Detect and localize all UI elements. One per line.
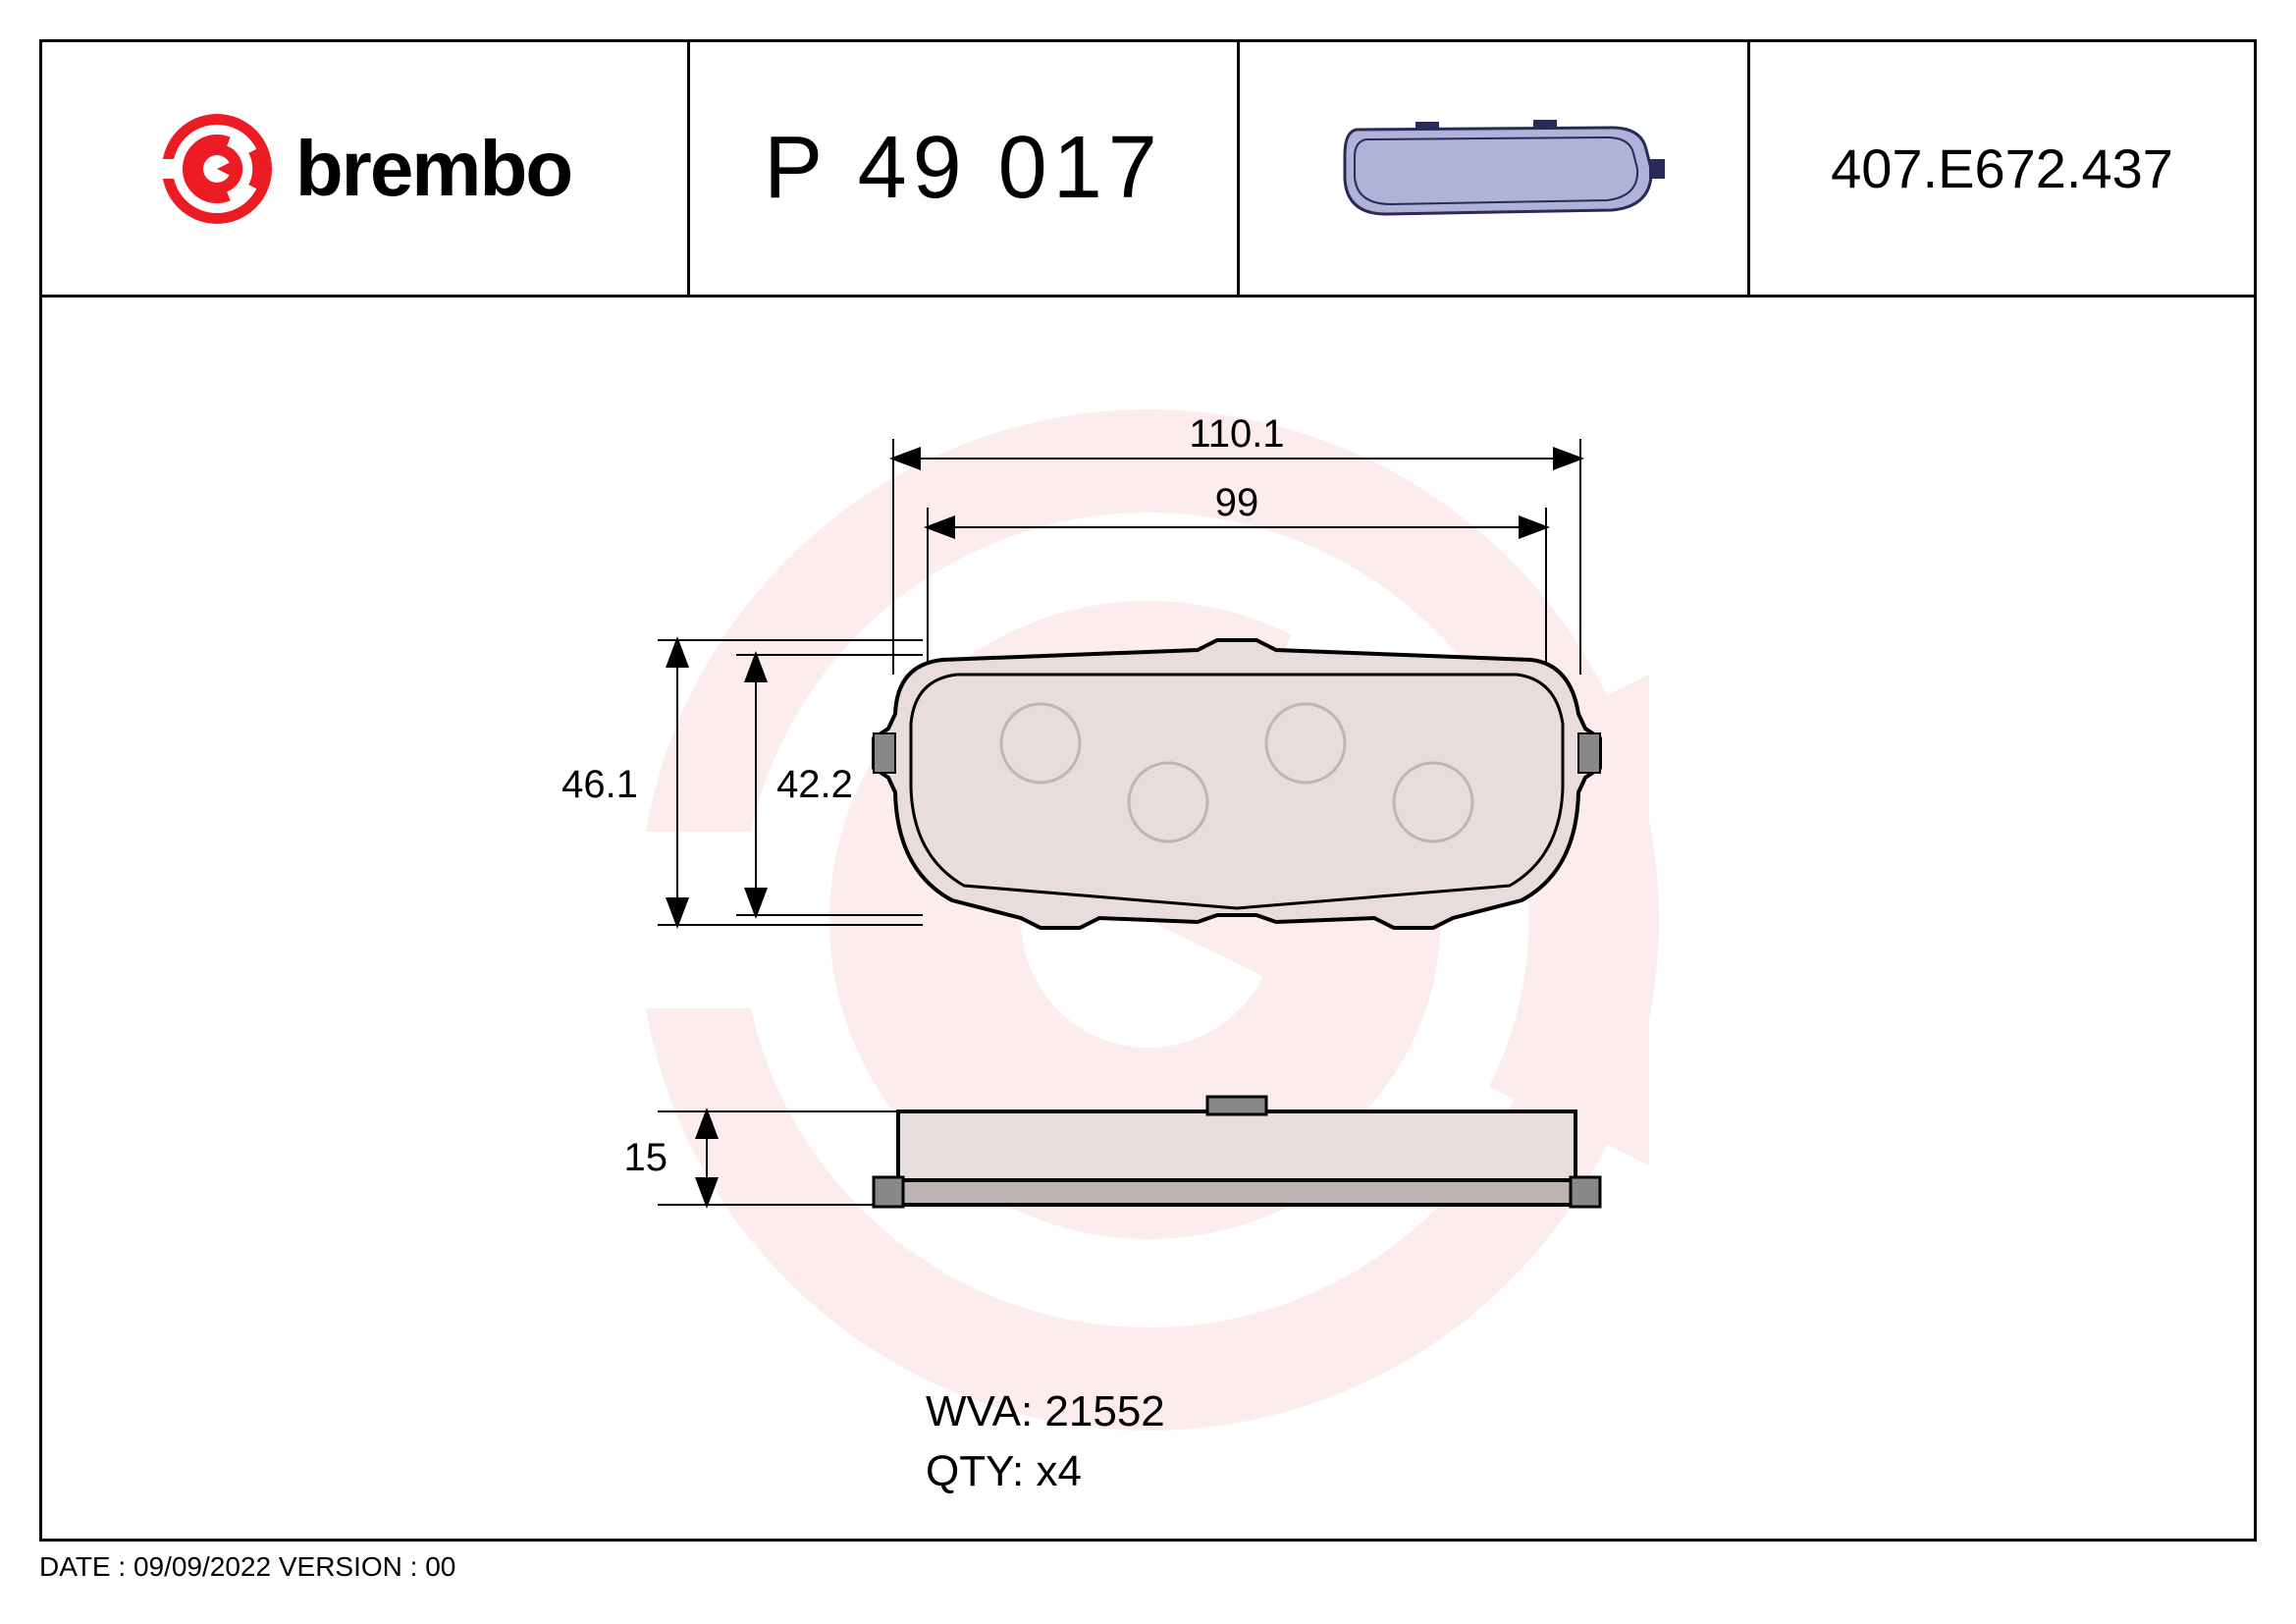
header-row: brembo P 49 017 407.E672.437 — [42, 42, 2254, 298]
page: brembo P 49 017 407.E672.437 — [0, 0, 2296, 1624]
date-value: 09/09/2022 — [133, 1551, 271, 1582]
dim-height-inner: 42.2 — [776, 763, 853, 806]
header-cell-reference: 407.E672.437 — [1750, 42, 2254, 295]
wva-value: 21552 — [1044, 1387, 1164, 1435]
wva-line: WVA: 21552 — [926, 1381, 1165, 1442]
header-cell-part-number: P 49 017 — [690, 42, 1240, 295]
footer-info: WVA: 21552 QTY: x4 — [926, 1381, 1165, 1502]
dim-thickness: 15 — [623, 1136, 667, 1179]
drawing-frame: brembo P 49 017 407.E672.437 — [39, 39, 2257, 1542]
qty-label: QTY: — [926, 1447, 1024, 1495]
brembo-disc-icon — [158, 110, 276, 228]
technical-drawing: 110.1 99 46.1 42.2 — [412, 380, 1885, 1460]
reference-code: 407.E672.437 — [1831, 136, 2173, 200]
pad-thumbnail-icon — [1317, 90, 1671, 247]
part-number: P 49 017 — [764, 118, 1163, 219]
header-cell-thumbnail — [1240, 42, 1750, 295]
brembo-logo: brembo — [158, 110, 571, 228]
qty-value: x4 — [1036, 1447, 1081, 1495]
wva-label: WVA: — [926, 1387, 1033, 1435]
meta-line: DATE : 09/09/2022 VERSION : 00 — [39, 1551, 455, 1583]
date-label: DATE : — [39, 1551, 126, 1582]
qty-line: QTY: x4 — [926, 1441, 1165, 1502]
dim-width-inner: 99 — [1214, 481, 1258, 524]
version-value: 00 — [425, 1551, 455, 1582]
dim-width-overall: 110.1 — [1189, 412, 1284, 456]
version-label: VERSION : — [279, 1551, 418, 1582]
drawing-body: 110.1 99 46.1 42.2 — [42, 298, 2254, 1542]
brand-name: brembo — [295, 124, 571, 214]
header-cell-logo: brembo — [42, 42, 690, 295]
dim-height-overall: 46.1 — [561, 763, 638, 806]
